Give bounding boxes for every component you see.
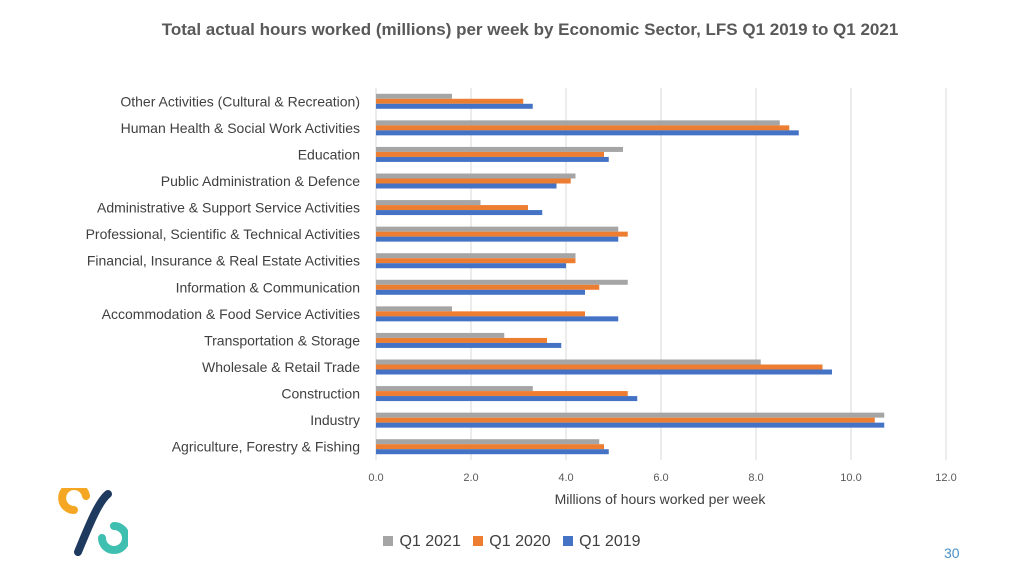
- legend-label: Q1 2020: [489, 533, 551, 550]
- x-tick-label: 4.0: [558, 472, 573, 484]
- bar-q1-2019: [376, 396, 638, 402]
- bar-q1-2019: [376, 342, 562, 348]
- bar-q1-2020: [376, 391, 628, 397]
- bar-q1-2021: [376, 439, 600, 445]
- x-tick-labels: 0.0 2.0 4.0 6.0 8.0 10.0 12.0: [368, 472, 956, 484]
- bar-q1-2021: [376, 412, 885, 418]
- bar-q1-2020: [376, 311, 585, 317]
- legend-swatch: [473, 536, 484, 546]
- bar-q1-2020: [376, 151, 604, 157]
- category-label: Construction: [281, 386, 360, 402]
- category-label: Administrative & Support Service Activit…: [97, 200, 360, 216]
- bar-q1-2020: [376, 444, 604, 450]
- bar-q1-2019: [376, 103, 533, 109]
- category-label: Transportation & Storage: [204, 332, 360, 348]
- gridlines: [375, 88, 947, 460]
- bar-q1-2019: [376, 210, 543, 216]
- bar-q1-2021: [376, 226, 619, 232]
- category-label: Wholesale & Retail Trade: [202, 359, 360, 375]
- category-label: Professional, Scientific & Technical Act…: [86, 226, 360, 242]
- bar-q1-2019: [376, 236, 619, 242]
- bar-q1-2021: [376, 359, 761, 365]
- bar-q1-2019: [376, 289, 585, 295]
- bar-q1-2020: [376, 125, 790, 131]
- category-label: Industry: [310, 412, 360, 428]
- legend-label: Q1 2019: [579, 533, 641, 550]
- bar-q1-2020: [376, 98, 524, 104]
- bar-q1-2019: [376, 449, 609, 455]
- x-axis-title: Millions of hours worked per week: [555, 491, 767, 507]
- bar-q1-2019: [376, 263, 566, 269]
- bar-q1-2021: [376, 173, 576, 179]
- legend-item-q1-2019: Q1 2019: [563, 533, 641, 551]
- category-label: Financial, Insurance & Real Estate Activ…: [87, 253, 360, 269]
- bar-q1-2020: [376, 258, 576, 264]
- bar-q1-2019: [376, 156, 609, 162]
- bar-q1-2021: [376, 120, 780, 126]
- category-label: Other Activities (Cultural & Recreation): [120, 93, 360, 109]
- bar-q1-2019: [376, 369, 832, 375]
- legend: Q1 2021 Q1 2020 Q1 2019: [0, 533, 1024, 551]
- category-label: Agriculture, Forestry & Fishing: [172, 439, 360, 455]
- bar-q1-2019: [376, 422, 885, 428]
- bar-q1-2021: [376, 332, 505, 338]
- x-tick-label: 6.0: [653, 472, 668, 484]
- organisation-logo: [58, 488, 128, 556]
- bar-q1-2020: [376, 284, 600, 290]
- bar-q1-2019: [376, 130, 799, 136]
- bar-q1-2020: [376, 205, 528, 211]
- bar-q1-2020: [376, 364, 823, 370]
- legend-swatch: [383, 536, 394, 546]
- bar-q1-2020: [376, 231, 628, 237]
- bar-q1-2020: [376, 417, 875, 423]
- chart-title: Total actual hours worked (millions) per…: [161, 20, 899, 39]
- page-number: 30: [944, 545, 960, 561]
- category-label: Accommodation & Food Service Activities: [102, 306, 360, 322]
- category-label: Public Administration & Defence: [161, 173, 360, 189]
- category-labels: Other Activities (Cultural & Recreation)…: [86, 93, 361, 454]
- x-tick-label: 0.0: [368, 472, 383, 484]
- legend-item-q1-2021: Q1 2021: [383, 533, 461, 551]
- x-tick-label: 12.0: [935, 472, 956, 484]
- bar-q1-2021: [376, 93, 452, 99]
- bars: [376, 93, 885, 455]
- bar-q1-2021: [376, 200, 481, 206]
- x-tick-label: 10.0: [840, 472, 861, 484]
- bar-q1-2021: [376, 146, 623, 152]
- bar-q1-2021: [376, 306, 452, 312]
- category-label: Education: [298, 146, 360, 162]
- category-label: Information & Communication: [176, 279, 360, 295]
- bar-q1-2021: [376, 279, 628, 285]
- x-tick-label: 2.0: [463, 472, 478, 484]
- bar-q1-2021: [376, 386, 533, 392]
- bar-q1-2019: [376, 316, 619, 322]
- category-label: Human Health & Social Work Activities: [121, 120, 360, 136]
- legend-label: Q1 2021: [399, 533, 461, 550]
- bar-q1-2021: [376, 253, 576, 259]
- legend-item-q1-2020: Q1 2020: [473, 533, 551, 551]
- bar-q1-2019: [376, 183, 557, 189]
- x-tick-label: 8.0: [748, 472, 763, 484]
- legend-swatch: [563, 536, 574, 546]
- bar-q1-2020: [376, 337, 547, 343]
- bar-q1-2020: [376, 178, 571, 184]
